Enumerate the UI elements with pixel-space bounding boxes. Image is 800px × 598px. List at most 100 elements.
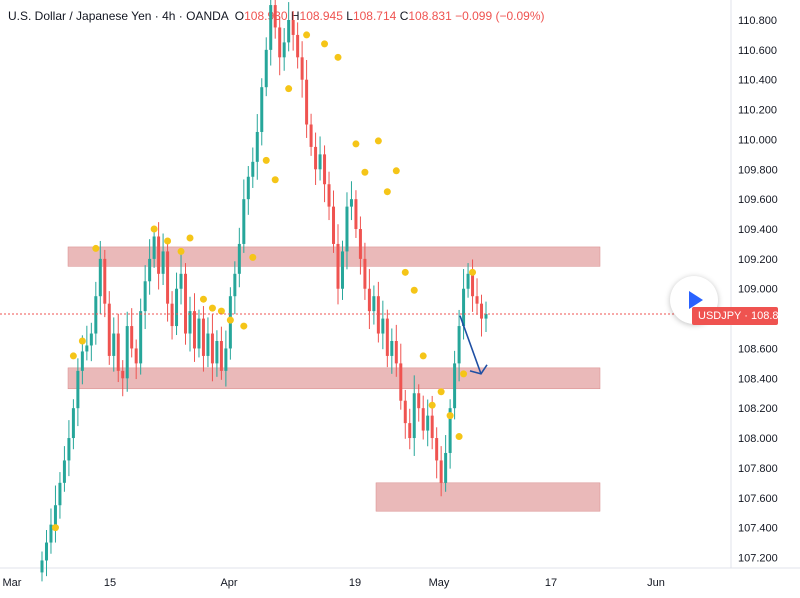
candle-body	[363, 258, 367, 289]
swing-marker	[150, 225, 158, 233]
y-tick-label: 107.600	[738, 493, 778, 505]
candle-body	[175, 288, 179, 327]
candle-body	[444, 452, 448, 483]
candle-body	[457, 326, 461, 364]
y-tick-label: 107.800	[738, 463, 778, 475]
candle-body	[345, 206, 349, 252]
candle-body	[233, 273, 237, 297]
candle-body	[327, 184, 331, 207]
candle-body	[358, 229, 362, 259]
candle-body	[296, 34, 300, 58]
x-tick-label: Jun	[647, 577, 665, 589]
change-value: −0.099 (−0.09%)	[455, 9, 545, 23]
candle-body	[161, 251, 165, 274]
swing-marker	[199, 295, 207, 303]
candle-body	[480, 303, 484, 319]
swing-marker	[285, 85, 293, 93]
candle-body	[184, 273, 188, 334]
swing-marker	[249, 253, 257, 261]
y-tick-label: 109.800	[738, 164, 778, 176]
swing-marker	[164, 237, 172, 245]
candle-body	[260, 87, 264, 132]
swing-marker	[321, 40, 329, 48]
swing-marker	[217, 307, 225, 315]
candle-body	[408, 423, 412, 439]
candle-body	[125, 326, 129, 379]
swing-marker	[374, 137, 382, 145]
high-value: 108.945	[299, 9, 343, 23]
candle-body	[300, 57, 304, 80]
swing-marker	[303, 31, 311, 39]
y-tick-label: 110.800	[738, 15, 777, 27]
y-tick-label: 107.400	[738, 523, 778, 535]
x-tick-label: 19	[349, 577, 361, 589]
candle-body	[372, 296, 376, 312]
low-value: 108.714	[352, 9, 397, 23]
close-value: 108.831	[408, 9, 452, 23]
candle-body	[166, 251, 170, 304]
y-tick-label: 108.600	[738, 343, 778, 355]
candle-body	[269, 5, 273, 50]
candle-body	[116, 333, 120, 371]
swing-marker	[428, 401, 436, 409]
candle-body	[255, 131, 259, 162]
swing-marker	[177, 247, 185, 255]
swing-marker	[186, 234, 194, 242]
candle-body	[484, 314, 488, 319]
swing-marker	[446, 412, 454, 420]
price-tag-value: 108.831	[750, 310, 791, 322]
candle-body	[242, 199, 246, 244]
candle-body	[44, 542, 48, 561]
y-tick-label: 107.200	[738, 552, 778, 564]
candle-body	[273, 5, 277, 28]
candle-body	[103, 258, 107, 304]
play-icon	[689, 291, 703, 309]
y-tick-label: 110.200	[738, 105, 777, 117]
candle-body	[291, 20, 295, 35]
candle-body	[121, 370, 125, 379]
candle-body	[439, 460, 443, 483]
y-tick-label: 109.600	[738, 194, 778, 206]
candle-body	[336, 243, 340, 289]
swing-marker	[271, 176, 279, 184]
candle-body	[139, 311, 143, 364]
ohlc-values: O108.930 H108.945 L108.714 C108.831 −0.0…	[235, 9, 545, 23]
price-tag-symbol: USDJPY	[698, 310, 742, 322]
candle-body	[76, 370, 80, 409]
candle-body	[282, 42, 286, 58]
candle-body	[94, 296, 98, 334]
candle-body	[49, 524, 53, 543]
candle-body	[381, 318, 385, 334]
swing-marker	[410, 286, 418, 294]
candle-body	[305, 79, 309, 125]
swing-marker	[51, 524, 59, 532]
candle-body	[354, 199, 358, 230]
zone-rect	[375, 482, 601, 512]
swing-marker	[392, 167, 400, 175]
candle-body	[215, 340, 219, 364]
candle-body	[403, 400, 407, 424]
candle-body	[237, 243, 241, 274]
candle-body	[71, 408, 75, 439]
swing-marker	[226, 316, 234, 324]
candle-body	[170, 303, 174, 327]
swing-marker	[401, 268, 409, 276]
high-label: H	[290, 9, 300, 23]
candle-body	[192, 311, 196, 349]
candle-body	[40, 560, 44, 573]
candle-body	[466, 273, 470, 289]
candle-body	[224, 348, 228, 371]
candle-body	[390, 340, 394, 356]
y-tick-label: 110.400	[738, 75, 777, 87]
candle-body	[435, 438, 439, 461]
zone-rect	[67, 367, 601, 390]
candle-body	[62, 460, 66, 483]
swing-marker	[460, 370, 468, 378]
candle-body	[206, 333, 210, 356]
candle-body	[53, 505, 57, 525]
candle-body	[197, 318, 201, 349]
candle-body	[157, 236, 161, 274]
candle-body	[309, 124, 313, 147]
